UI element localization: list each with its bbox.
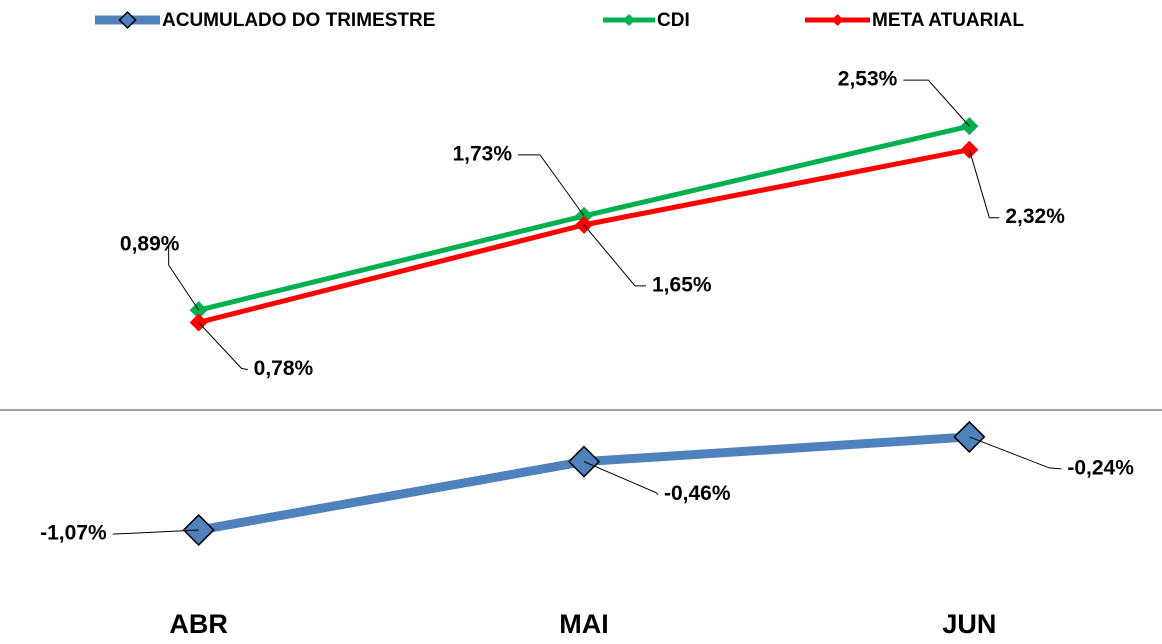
data-label: 0,89% (120, 233, 180, 256)
leader-line (198, 322, 248, 370)
series: -1,07% -0,46% -0,24% (40, 420, 1134, 547)
legend-item: ACUMULADO DO TRIMESTRE (95, 10, 435, 31)
point-marker (953, 420, 986, 453)
legend-label: ACUMULADO DO TRIMESTRE (162, 10, 435, 31)
data-label: 2,32% (1005, 205, 1065, 228)
data-label: 2,53% (838, 68, 898, 91)
x-tick-label: MAI (559, 609, 609, 639)
legend-marker (623, 14, 635, 26)
data-label: -0,24% (1067, 456, 1134, 479)
legend-item: META ATUARIAL (805, 10, 1024, 31)
legend-marker (118, 10, 137, 30)
legend-label: CDI (657, 10, 690, 31)
leader-line (969, 436, 1062, 470)
data-label: -0,46% (664, 482, 731, 505)
leader-line (518, 154, 585, 217)
point-marker (182, 513, 215, 547)
series: 0,78% 1,65% 2,32% (189, 140, 1065, 380)
leader-line (112, 529, 199, 535)
x-tick-label: JUN (942, 609, 996, 639)
leader-line (968, 149, 1000, 219)
data-label: -1,07% (40, 522, 107, 545)
leader-line (168, 245, 200, 311)
legend-label: META ATUARIAL (872, 10, 1024, 31)
series-line (198, 147, 970, 325)
leader-line (583, 461, 659, 495)
data-label: 0,78% (254, 357, 314, 380)
leader-line (903, 79, 970, 127)
data-label: 1,73% (452, 142, 512, 165)
legend-marker (831, 14, 844, 26)
legend-item: CDI (603, 10, 690, 31)
series: 0,89% 1,73% 2,53% (120, 68, 979, 320)
data-label: 1,65% (652, 273, 712, 296)
x-tick-label: ABR (169, 609, 228, 639)
leader-line (583, 224, 646, 287)
